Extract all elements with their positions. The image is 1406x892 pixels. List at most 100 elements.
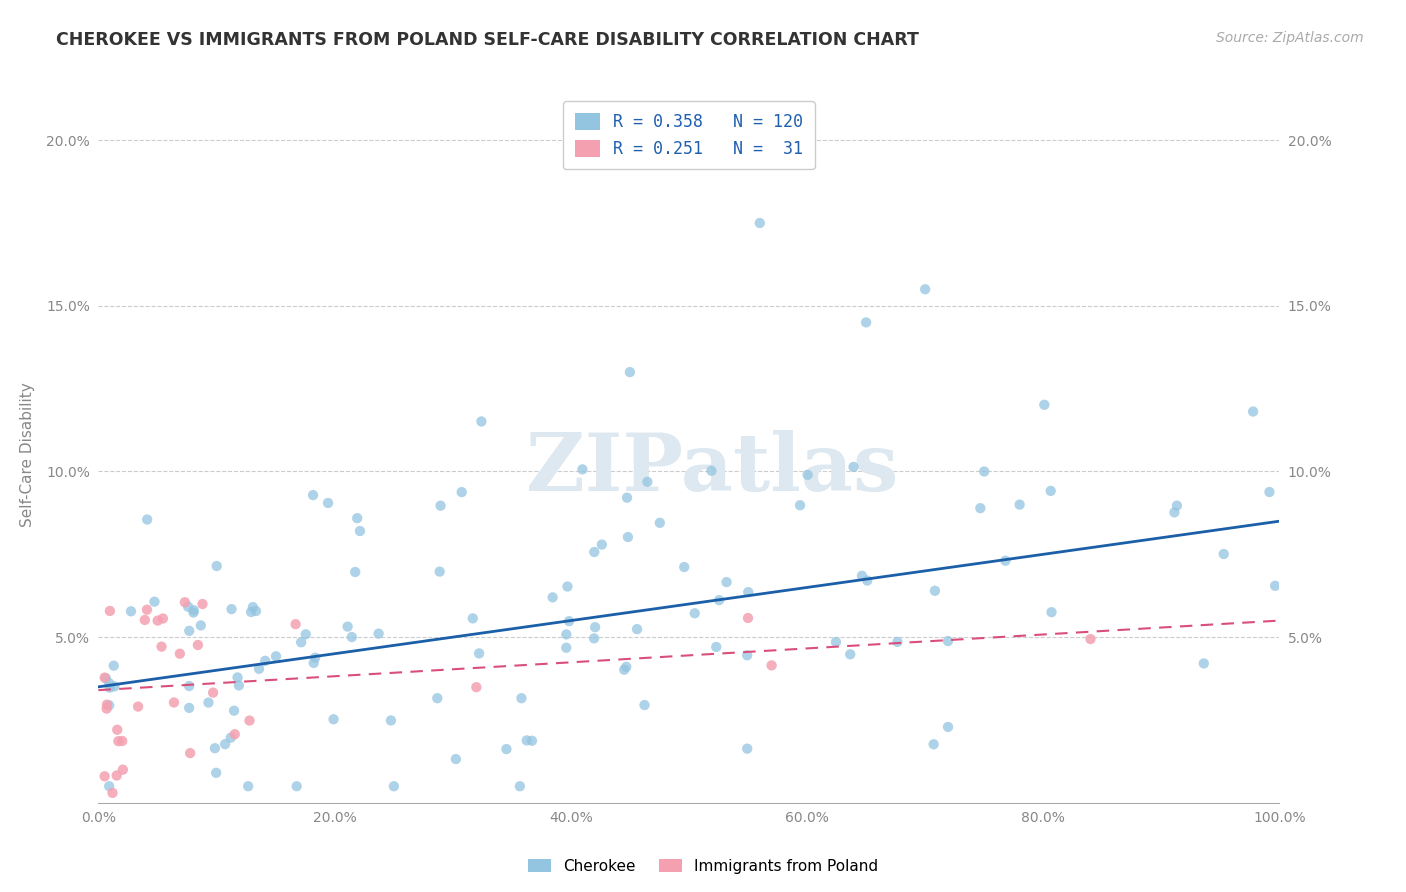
Point [969,501,991,516]
Point [127,699,149,714]
Point [294,627,316,641]
Point [509,779,531,793]
Point [349,524,371,538]
Point [204,741,226,756]
Point [96,698,118,712]
Point [973,465,995,479]
Point [1008,498,1031,512]
Point [856,574,879,588]
Point [163,696,186,710]
Point [1040,605,1063,619]
Point [226,670,249,684]
Point [922,737,945,751]
Point [450,485,472,500]
Point [936,720,959,734]
Point [380,714,402,728]
Point [304,650,326,665]
Point [555,640,578,655]
Point [796,467,818,482]
Point [1080,632,1102,646]
Point [254,654,277,668]
Point [205,559,228,574]
Point [707,593,730,607]
Point [245,604,267,618]
Point [238,714,260,728]
Point [591,538,613,552]
Point [177,599,200,614]
Point [93,671,115,685]
Point [98,676,121,690]
Point [1166,499,1188,513]
Point [344,565,367,579]
Point [716,575,738,590]
Point [541,591,564,605]
Point [221,602,243,616]
Point [346,511,368,525]
Point [737,611,759,625]
Point [316,496,339,510]
Point [613,663,636,677]
Point [322,712,344,726]
Point [111,763,134,777]
Point [143,595,166,609]
Point [842,459,865,474]
Point [429,499,451,513]
Point [704,640,727,654]
Point [571,462,593,476]
Point [224,727,246,741]
Point [173,595,195,609]
Point [468,647,491,661]
Point [616,491,638,505]
Point [855,315,877,329]
Point [495,742,517,756]
Point [583,632,606,646]
Point [1192,657,1215,671]
Point [105,723,128,737]
Point [936,634,959,648]
Point [994,554,1017,568]
Point [583,620,606,634]
Point [555,627,578,641]
Point [205,765,228,780]
Point [290,635,312,649]
Point [103,680,125,694]
Point [302,488,325,502]
Point [152,611,174,625]
Point [247,662,270,676]
Point [94,671,117,685]
Point [516,733,538,747]
Point [240,605,263,619]
Point [914,282,936,296]
Point [636,475,658,489]
Point [886,635,908,649]
Point [520,733,543,747]
Point [285,779,308,793]
Point [851,568,873,582]
Point [1258,485,1281,500]
Point [444,752,467,766]
Point [179,701,201,715]
Point [619,365,641,379]
Point [614,660,637,674]
Point [336,619,359,633]
Point [367,626,389,640]
Point [105,768,128,782]
Point [101,786,124,800]
Point [179,746,201,760]
Point [150,640,173,654]
Point [242,600,264,615]
Point [219,731,242,745]
Point [264,649,287,664]
Point [673,560,696,574]
Point [222,704,245,718]
Point [617,530,640,544]
Point [183,606,205,620]
Point [648,516,671,530]
Point [510,691,533,706]
Point [103,658,125,673]
Point [197,696,219,710]
Point [558,614,581,628]
Point [98,604,121,618]
Point [382,779,405,793]
Point [136,603,159,617]
